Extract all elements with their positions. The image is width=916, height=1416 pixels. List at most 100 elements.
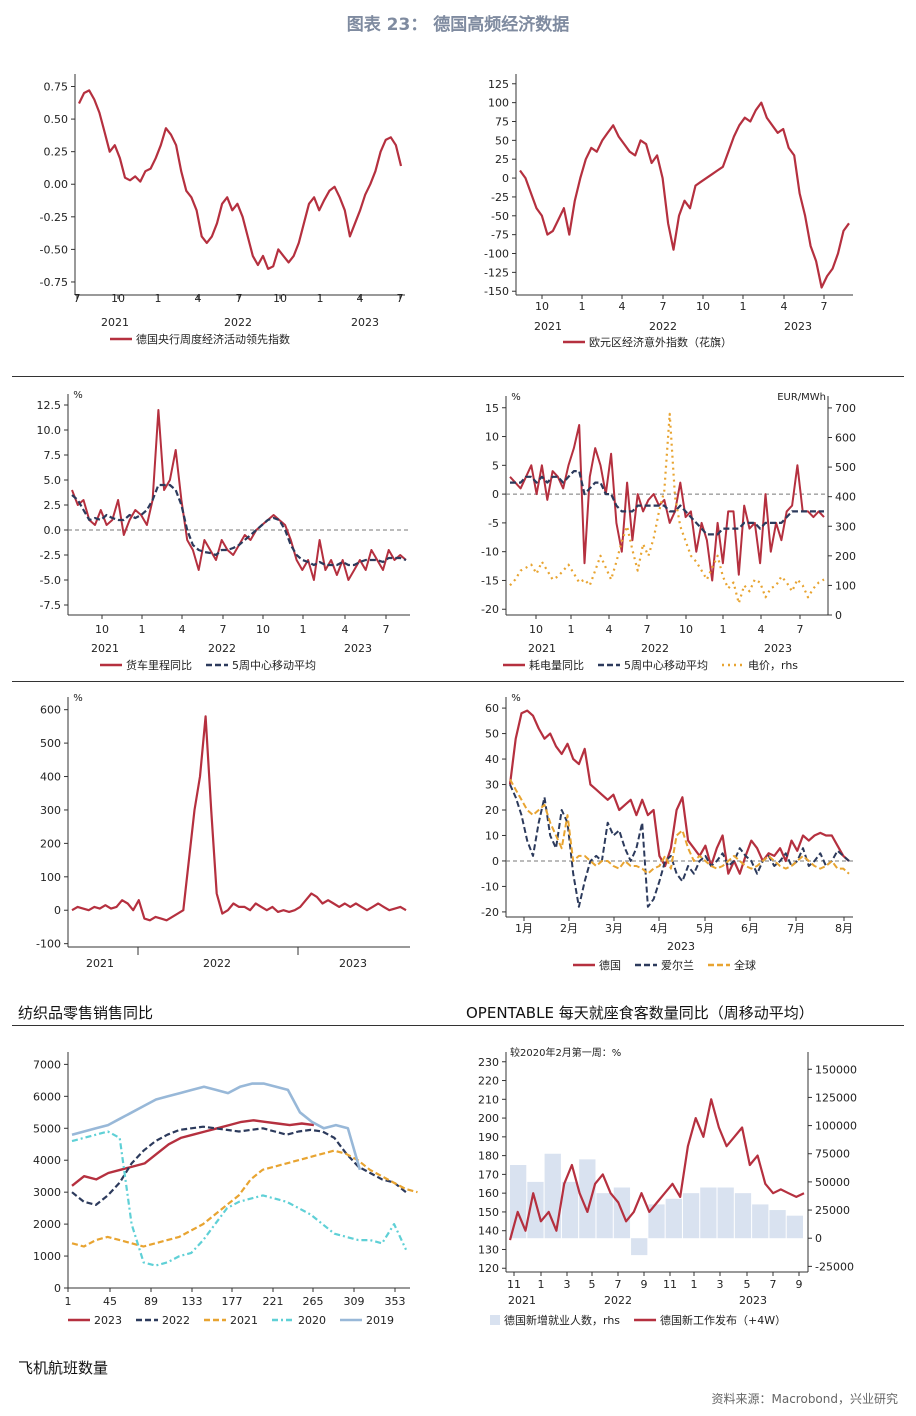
y-tick-label: 7.5 — [44, 449, 62, 462]
x-tick-label: 5 — [744, 1278, 751, 1291]
x-tick-label: 3 — [564, 1278, 571, 1291]
y-right-tick-label: 0 — [835, 609, 842, 622]
legend-label: 耗电量同比 — [529, 659, 584, 672]
series-line-5 — [71, 1082, 362, 1171]
x-tick-label: 4月 — [650, 922, 668, 935]
x-tick-label: 45 — [103, 1295, 117, 1308]
legend-item: 德国 — [573, 958, 621, 972]
y-tick-label: 5.0 — [44, 474, 62, 487]
year-label: 2021 — [508, 1294, 536, 1307]
legend-item: 2023 — [68, 1314, 122, 1327]
legend-label: 2019 — [366, 1314, 394, 1327]
x-tick-label: 1 — [317, 292, 324, 305]
legend-label: 货车里程同比 — [126, 658, 192, 672]
year-label: 2022 — [641, 642, 669, 655]
legend-item: 2021 — [204, 1314, 258, 1327]
y-tick-label: -20 — [481, 603, 499, 616]
y-right-tick-label: 25000 — [815, 1204, 850, 1217]
series-line-1 — [508, 709, 850, 875]
chart-job-postings: 230 220 210 200 190 180 170 160 150 140 130 120 1500… — [458, 1030, 916, 1340]
y-tick-label: 75 — [495, 115, 509, 128]
series-line-1 — [519, 101, 850, 289]
x-tick-label: 9 — [641, 1278, 648, 1291]
y-tick-label: 120 — [478, 1262, 499, 1275]
year-label: 2022 — [208, 642, 236, 655]
x-tick-label: 221 — [263, 1295, 284, 1308]
y-tick-label: 5 — [492, 459, 499, 472]
y-right-tick-label: 200 — [835, 550, 856, 563]
bar-mark — [717, 1187, 734, 1239]
year-label: 2022 — [649, 320, 677, 333]
power-svg: 15 10 5 0 -5 -10 -15 -20 700 600 500 400 300 200 100 0%… — [481, 392, 856, 672]
year-label: 2021 — [91, 642, 119, 655]
legend-label: 欧元区经济意外指数（花旗） — [589, 335, 732, 349]
chart-citi-surprise-index: 125 100 75 50 25 0 -25 -50 -75 -100 -125 -150 10 1 4 7 1… — [458, 40, 916, 370]
x-tick-label: 353 — [385, 1295, 406, 1308]
y-tick-label: 40 — [485, 753, 499, 766]
y-tick-label: 10 — [485, 829, 499, 842]
y-tick-label: 2.5 — [44, 499, 62, 512]
x-tick-label: 4 — [781, 300, 788, 313]
series-line-4 — [71, 1130, 407, 1267]
series-line-3 — [71, 1149, 418, 1248]
y-tick-label: -50 — [491, 210, 509, 223]
unit-right-label: EUR/MWh — [777, 392, 826, 403]
legend-label: 德国新增就业人数，rhs — [504, 1313, 620, 1327]
x-tick-label: 4 — [357, 292, 364, 305]
y-tick-label: 25 — [495, 153, 509, 166]
bundesbank-svg: 0.75 0.50 0.25 0.00 -0.25 -0.50 -0.75 7 10 1 4 7 10 1… — [40, 74, 405, 346]
legend-item: 2019 — [340, 1314, 394, 1327]
series-line-2 — [509, 784, 850, 908]
x-tick-label: 10 — [529, 623, 543, 636]
year-label: 2023 — [667, 940, 695, 953]
bar-mark — [631, 1238, 648, 1256]
caption-flights: 飞机航班数量 — [18, 1359, 109, 1377]
year-label: 2021 — [534, 320, 562, 333]
legend-label: 全球 — [734, 958, 756, 972]
unit-label: % — [73, 693, 83, 704]
x-tick-label: 4 — [195, 292, 202, 305]
x-tick-label: 177 — [222, 1295, 243, 1308]
legend-label: 2020 — [298, 1314, 326, 1327]
y-tick-label: 190 — [478, 1131, 499, 1144]
y-tick-label: 20 — [485, 804, 499, 817]
y-tick-label: 50 — [485, 728, 499, 741]
x-tick-label: 4 — [606, 623, 613, 636]
y-tick-label: 170 — [478, 1168, 499, 1181]
y-right-tick-label: 100 — [835, 579, 856, 592]
x-tick-label: 1 — [740, 300, 747, 313]
y-tick-label: 0.25 — [44, 146, 69, 159]
legend-swatch — [490, 1315, 500, 1325]
y-tick-label: 220 — [478, 1075, 499, 1088]
y-tick-label: 0 — [502, 172, 509, 185]
caption-textile: 纺织品零售销售同比 — [18, 1004, 154, 1022]
bar-mark — [752, 1204, 769, 1239]
bar-mark — [769, 1210, 786, 1239]
x-tick-label: 1 — [720, 623, 727, 636]
y-tick-label: -10 — [481, 880, 499, 893]
year-label: 2022 — [224, 316, 252, 329]
y-tick-label: 0 — [54, 1282, 61, 1295]
legend-item: 2022 — [136, 1314, 190, 1327]
legend-item: 电价，rhs — [722, 659, 798, 672]
series-line-1 — [71, 409, 407, 581]
y-tick-label: 0.50 — [44, 113, 69, 126]
x-tick-label: 1月 — [515, 922, 533, 935]
divider-3 — [12, 1025, 904, 1026]
series-line-1 — [509, 424, 825, 582]
x-tick-label: 9 — [796, 1278, 803, 1291]
y-tick-label: -5.0 — [40, 574, 61, 587]
y-tick-label: 0.75 — [44, 81, 69, 94]
y-tick-label: 1000 — [33, 1250, 61, 1263]
year-label: 2022 — [604, 1294, 632, 1307]
y-tick-label: 5000 — [33, 1122, 61, 1135]
bar-mark — [682, 1193, 700, 1239]
chart-bundesbank-weekly-activity: 0.75 0.50 0.25 0.00 -0.25 -0.50 -0.75 7 10 1 4 7 10 1… — [0, 40, 458, 370]
x-tick-label: 7 — [644, 623, 651, 636]
unit-label: % — [511, 693, 521, 704]
x-tick-label: 1 — [538, 1278, 545, 1291]
legend-item: 爱尔兰 — [635, 959, 694, 972]
x-tick-label: 1 — [568, 623, 575, 636]
x-tick-label: 4 — [179, 623, 186, 636]
x-tick-label: 7 — [615, 1278, 622, 1291]
